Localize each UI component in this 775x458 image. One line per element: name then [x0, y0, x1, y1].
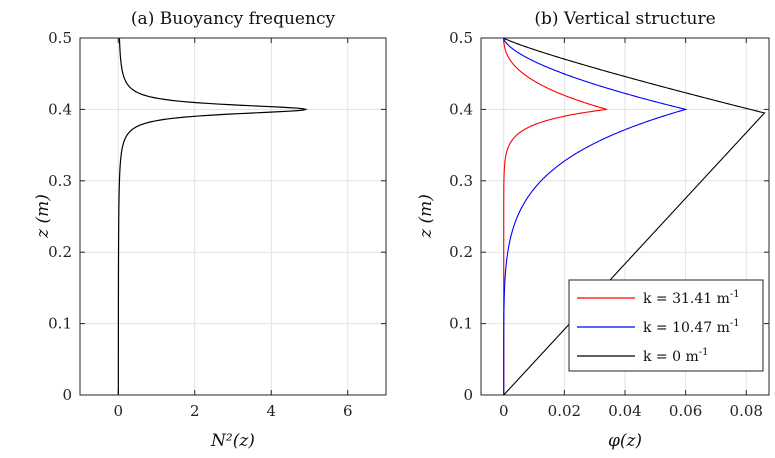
- y-tick-label-b-3: 0.3: [449, 172, 473, 190]
- x-tick-label-b-1: 0.02: [548, 402, 581, 420]
- y-tick-label-a-5: 0.5: [48, 29, 72, 47]
- y-tick-label-b-4: 0.4: [449, 100, 473, 118]
- x-axis-label-b: φ(z): [608, 431, 642, 451]
- legend-label-1: k = 10.47 m-1: [643, 318, 740, 336]
- x-tick-label-b-0: 0: [499, 402, 509, 420]
- y-tick-label-b-0: 0: [463, 386, 473, 404]
- y-tick-label-b-2: 0.2: [449, 243, 473, 261]
- y-tick-label-a-0: 0: [62, 386, 72, 404]
- x-tick-label-a-2: 4: [266, 402, 276, 420]
- series-b: [503, 37, 766, 396]
- chart-title-b: (b) Vertical structure: [534, 9, 715, 29]
- y-tick-label-a-4: 0.4: [48, 100, 72, 118]
- ticks-b: 0 0.02 0.04 0.06 0.08 0 0.1 0.2 0.3 0.4 0.5: [449, 29, 769, 420]
- y-tick-label-b-1: 0.1: [449, 315, 473, 333]
- legend-label-0: k = 31.41 m-1: [643, 289, 740, 307]
- series-line-1: [503, 37, 688, 395]
- legend-items: k = 31.41 m-1 k = 10.47 m-1 k = 0 m-1: [577, 289, 740, 365]
- y-tick-label-a-1: 0.1: [48, 315, 72, 333]
- y-tick-label-a-3: 0.3: [48, 172, 72, 190]
- grid-a: [80, 37, 386, 396]
- series-a: [117, 37, 308, 396]
- y-tick-label-a-2: 0.2: [48, 243, 72, 261]
- x-tick-label-a-1: 2: [190, 402, 200, 420]
- legend: k = 31.41 m-1 k = 10.47 m-1 k = 0 m-1: [568, 279, 764, 372]
- x-tick-label-a-3: 6: [343, 402, 353, 420]
- panel-a: 0 2 4 6 0 0.1 0.2 0.3 0.4 0.5 (a) Buoyancy freque…: [33, 9, 387, 451]
- x-axis-label-a: N²(z): [210, 431, 255, 451]
- ticks-a: 0 2 4 6 0 0.1 0.2 0.3 0.4 0.5: [48, 29, 386, 420]
- chart-title-a: (a) Buoyancy frequency: [131, 9, 336, 29]
- y-tick-label-b-5: 0.5: [449, 29, 473, 47]
- x-tick-label-b-3: 0.06: [669, 402, 702, 420]
- panel-b: 0 0.02 0.04 0.06 0.08 0 0.1 0.2 0.3 0.4 0.5 (b) Ve…: [416, 9, 770, 451]
- legend-label-2: k = 0 m-1: [643, 347, 709, 365]
- x-tick-label-b-4: 0.08: [730, 402, 763, 420]
- axes-box-b: [480, 37, 770, 396]
- series-line-2: [503, 37, 766, 396]
- x-tick-label-b-2: 0.04: [608, 402, 641, 420]
- x-tick-label-a-0: 0: [113, 402, 123, 420]
- axes-box-a: [79, 37, 387, 396]
- series-line-n2: [117, 37, 308, 396]
- y-axis-label-a: z (m): [33, 194, 53, 239]
- y-axis-label-b: z (m): [416, 194, 436, 239]
